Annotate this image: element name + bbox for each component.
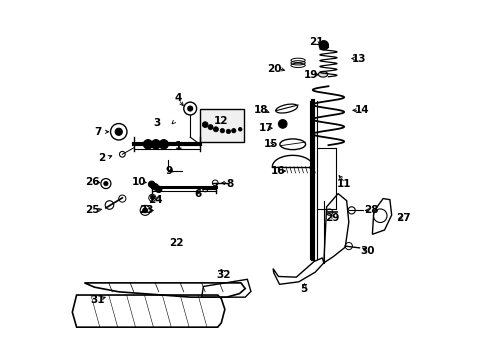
Text: 18: 18	[253, 105, 267, 115]
Circle shape	[103, 181, 108, 186]
Text: 9: 9	[165, 166, 173, 176]
Ellipse shape	[318, 71, 327, 77]
Text: 17: 17	[258, 123, 273, 133]
Text: 22: 22	[169, 238, 183, 248]
Text: 1: 1	[174, 141, 182, 151]
Circle shape	[278, 120, 286, 128]
Text: 10: 10	[132, 177, 146, 187]
Circle shape	[142, 208, 147, 213]
Text: 15: 15	[264, 139, 278, 149]
Text: 30: 30	[360, 247, 374, 256]
Circle shape	[187, 106, 192, 111]
Text: 32: 32	[215, 270, 230, 280]
Circle shape	[213, 127, 218, 132]
Text: 28: 28	[364, 205, 378, 215]
Text: 31: 31	[91, 295, 105, 305]
Circle shape	[148, 181, 155, 188]
Circle shape	[220, 129, 224, 133]
Circle shape	[202, 122, 207, 127]
Text: 4: 4	[174, 93, 182, 103]
Text: 2: 2	[98, 153, 105, 163]
Text: 8: 8	[226, 179, 233, 189]
Text: 25: 25	[85, 205, 100, 215]
Circle shape	[155, 186, 162, 193]
Circle shape	[226, 129, 230, 134]
Text: 26: 26	[85, 177, 100, 187]
Text: 27: 27	[395, 212, 410, 222]
Circle shape	[150, 196, 154, 200]
Text: 6: 6	[194, 189, 201, 199]
Text: 19: 19	[303, 69, 317, 80]
Text: 24: 24	[147, 195, 162, 204]
Text: 23: 23	[139, 205, 153, 215]
Text: 3: 3	[153, 118, 160, 128]
Circle shape	[159, 140, 168, 149]
Circle shape	[238, 127, 242, 131]
Text: 13: 13	[351, 54, 366, 64]
Circle shape	[231, 129, 235, 133]
Text: 21: 21	[308, 37, 323, 48]
Text: 20: 20	[267, 64, 282, 74]
Text: 12: 12	[214, 116, 228, 126]
Text: 14: 14	[354, 105, 369, 115]
Text: 11: 11	[337, 179, 351, 189]
Circle shape	[115, 128, 122, 135]
Circle shape	[319, 41, 328, 50]
Text: 7: 7	[94, 127, 102, 137]
Text: 29: 29	[324, 212, 339, 222]
Bar	[200, 109, 244, 143]
Circle shape	[207, 125, 213, 130]
Circle shape	[152, 184, 158, 190]
Text: 5: 5	[299, 284, 306, 294]
Text: 16: 16	[271, 166, 285, 176]
Circle shape	[151, 140, 160, 149]
Circle shape	[143, 140, 152, 149]
